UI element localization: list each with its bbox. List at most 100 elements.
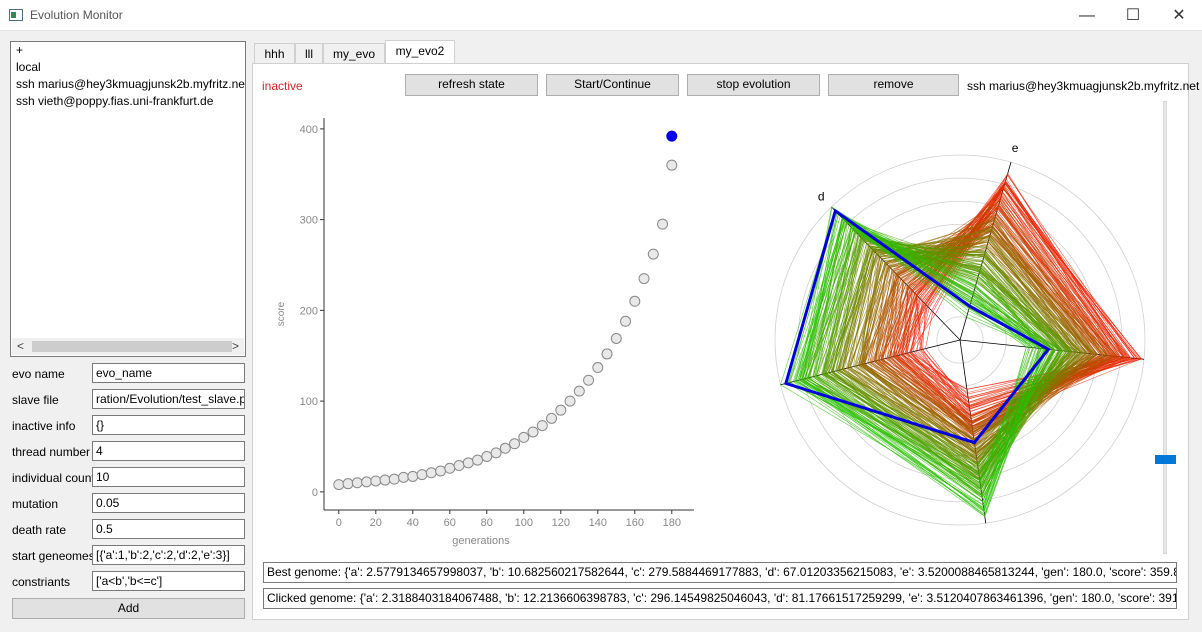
best-genome-field[interactable]: Best genome: {'a': 2.5779134657998037, '…: [263, 562, 1177, 583]
data-point[interactable]: [536, 420, 548, 432]
tab-lll[interactable]: lll: [295, 43, 323, 64]
connection-item[interactable]: +: [16, 43, 24, 57]
remove-button[interactable]: remove: [828, 74, 959, 96]
form-field[interactable]: ration/Evolution/test_slave.py: [92, 389, 245, 409]
x-tick-label: 0: [336, 517, 342, 529]
data-point[interactable]: [351, 477, 363, 489]
data-point[interactable]: [462, 457, 474, 469]
generation-slider-track[interactable]: [1163, 101, 1167, 554]
radar-selected-genome[interactable]: [784, 208, 1051, 445]
y-axis-label: score: [276, 301, 287, 326]
form-field[interactable]: ['a<b','b<=c']: [92, 571, 245, 591]
radar-individual-line: [833, 237, 1060, 499]
form-label: slave file: [12, 393, 59, 407]
status-label: inactive: [262, 79, 303, 93]
data-point[interactable]: [527, 426, 539, 438]
radar-individual-line: [795, 222, 1044, 491]
data-point[interactable]: [564, 395, 576, 407]
form-label: individual count: [12, 471, 95, 485]
add-button[interactable]: Add: [12, 598, 245, 619]
horizontal-scrollbar[interactable]: < >: [12, 338, 244, 355]
connection-item[interactable]: local: [16, 60, 41, 74]
data-point[interactable]: [647, 248, 659, 260]
x-tick-label: 120: [552, 517, 570, 529]
tab-my-evo[interactable]: my_evo: [323, 43, 385, 64]
connection-item[interactable]: ssh marius@hey3kmuagjunsk2b.myfritz.net: [16, 77, 246, 91]
data-point[interactable]: [481, 450, 493, 462]
refresh-state-button[interactable]: refresh state: [405, 74, 538, 96]
data-point[interactable]: [398, 471, 410, 483]
data-point[interactable]: [509, 438, 521, 450]
data-point[interactable]: [407, 470, 419, 482]
data-point[interactable]: [490, 447, 502, 459]
radar-individual-line: [908, 196, 1139, 409]
scroll-right-icon[interactable]: >: [231, 339, 239, 353]
y-tick-label: 100: [300, 396, 318, 408]
data-point[interactable]: [453, 460, 465, 472]
data-point[interactable]: [666, 159, 678, 171]
form-field[interactable]: evo_name: [92, 363, 245, 383]
radar-individual-line: [787, 213, 1040, 513]
window-title: Evolution Monitor: [30, 8, 123, 22]
radar-individual-line: [802, 206, 1045, 503]
y-tick-label: 400: [300, 124, 318, 136]
connection-list[interactable]: + local ssh marius@hey3kmuagjunsk2b.myfrit…: [10, 41, 246, 357]
data-point[interactable]: [499, 442, 511, 454]
radar-individual-line: [812, 235, 1070, 479]
data-point[interactable]: [583, 374, 595, 386]
data-point[interactable]: [444, 462, 456, 474]
x-tick-label: 20: [370, 517, 382, 529]
radar-individual-line: [859, 228, 1095, 440]
data-point[interactable]: [638, 273, 650, 285]
connection-item[interactable]: ssh vieth@poppy.fias.uni-frankfurt.de: [16, 94, 214, 108]
y-tick-label: 0: [312, 487, 318, 499]
minimize-button[interactable]: —: [1079, 7, 1095, 24]
data-point[interactable]: [629, 295, 641, 307]
data-point[interactable]: [573, 385, 585, 397]
data-point[interactable]: [620, 315, 632, 327]
form-field[interactable]: {}: [92, 415, 245, 435]
form-field[interactable]: 0.05: [92, 493, 245, 513]
form-field[interactable]: [{'a':1,'b':2,'c':2,'d':2,'e':3}]: [92, 545, 245, 565]
close-button[interactable]: ✕: [1172, 7, 1186, 24]
stop-evolution-button[interactable]: stop evolution: [687, 74, 820, 96]
data-point[interactable]: [333, 479, 345, 491]
data-point[interactable]: [555, 404, 567, 416]
data-point[interactable]: [657, 218, 669, 230]
genome-radar-chart[interactable]: abcde: [770, 130, 1150, 530]
data-point[interactable]: [435, 465, 447, 477]
data-point[interactable]: [610, 333, 622, 344]
data-point[interactable]: [472, 454, 484, 466]
data-point[interactable]: [546, 412, 558, 424]
data-point[interactable]: [388, 473, 400, 485]
data-point[interactable]: [370, 475, 382, 487]
x-tick-label: 80: [481, 517, 493, 529]
data-point[interactable]: [361, 476, 373, 488]
form-field[interactable]: 0.5: [92, 519, 245, 539]
x-axis-label: generations: [452, 535, 510, 547]
data-point[interactable]: [592, 362, 604, 374]
tab-my-evo2[interactable]: my_evo2: [385, 40, 455, 65]
maximize-button[interactable]: ☐: [1125, 7, 1141, 24]
data-point[interactable]: [518, 431, 530, 443]
data-point[interactable]: [425, 467, 437, 479]
start-continue-button[interactable]: Start/Continue: [546, 74, 679, 96]
data-point[interactable]: [416, 469, 428, 481]
score-scatter-chart[interactable]: 0 20 40 60 80 100 120 140 160 180 0 100 200 300 400 gen…: [262, 110, 702, 550]
scroll-left-icon[interactable]: <: [16, 339, 24, 353]
scrollbar-thumb[interactable]: [32, 341, 232, 352]
selected-data-point[interactable]: [666, 130, 678, 142]
radar-individual-line: [880, 226, 1109, 420]
x-tick-label: 40: [407, 517, 419, 529]
clicked-genome-field[interactable]: Clicked genome: {'a': 2.3188403184067488…: [263, 588, 1177, 609]
tab-hhh[interactable]: hhh: [254, 43, 295, 64]
data-point[interactable]: [379, 474, 391, 486]
radar-individual-line: [789, 210, 1031, 487]
form-field[interactable]: 4: [92, 441, 245, 461]
radar-axis-label: d: [818, 189, 825, 203]
data-point[interactable]: [342, 478, 354, 490]
form-field[interactable]: 10: [92, 467, 245, 487]
data-point[interactable]: [601, 348, 613, 360]
radar-individual-line: [862, 240, 1077, 441]
generation-slider-handle[interactable]: [1155, 454, 1176, 464]
